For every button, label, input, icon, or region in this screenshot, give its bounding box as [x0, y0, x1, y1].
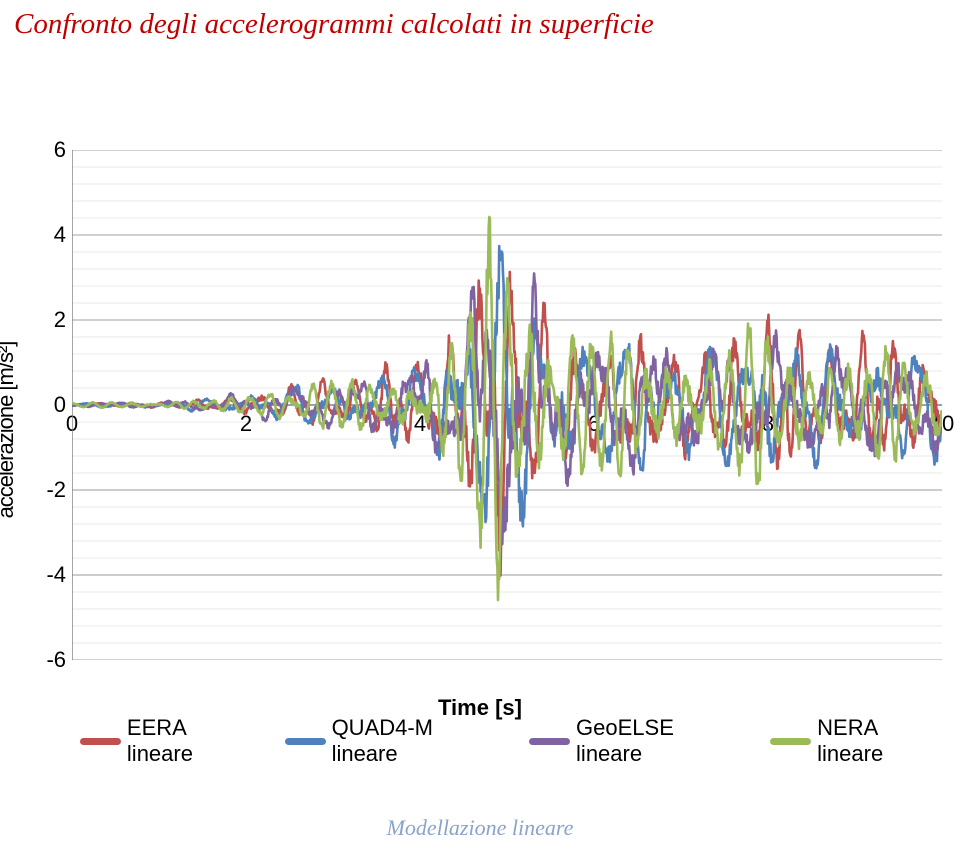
legend-swatch: [770, 738, 811, 745]
y-tick: 0: [30, 392, 66, 418]
chart: accelerazione [m/s²] 6420-2-4-6 0246810: [12, 150, 948, 710]
legend-label: GeoELSE lineare: [576, 715, 734, 767]
legend-label: NERA lineare: [817, 715, 940, 767]
footer-caption: Modellazione lineare: [0, 815, 960, 841]
legend-label: EERA lineare: [127, 715, 249, 767]
y-tick: 2: [30, 307, 66, 333]
plot-area: [72, 150, 942, 660]
y-tick: 4: [30, 222, 66, 248]
legend-item: QUAD4-M lineare: [285, 715, 493, 767]
y-tick: -6: [30, 647, 66, 673]
legend-swatch: [80, 738, 121, 745]
page-title: Confronto degli accelerogrammi calcolati…: [14, 8, 654, 41]
y-tick: 6: [30, 137, 66, 163]
x-axis-label: Time [s]: [0, 695, 960, 721]
legend: EERA lineare QUAD4-M lineare GeoELSE linea…: [80, 715, 940, 767]
legend-item: NERA lineare: [770, 715, 940, 767]
legend-label: QUAD4-M lineare: [332, 715, 494, 767]
y-tick: -4: [30, 562, 66, 588]
legend-swatch: [285, 738, 326, 745]
legend-swatch: [529, 738, 570, 745]
y-axis-label: accelerazione [m/s²]: [0, 342, 19, 519]
legend-item: EERA lineare: [80, 715, 249, 767]
y-tick: -2: [30, 477, 66, 503]
legend-item: GeoELSE lineare: [529, 715, 734, 767]
